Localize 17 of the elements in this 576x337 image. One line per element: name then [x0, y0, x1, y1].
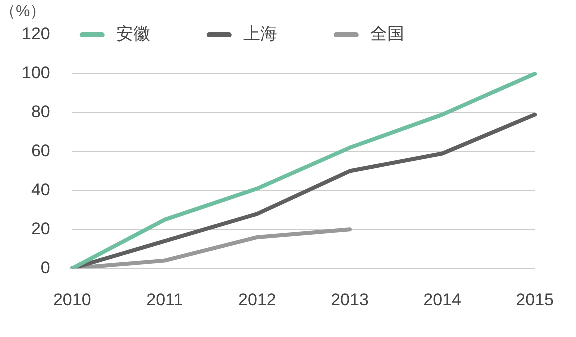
x-tick-label: 2010 [53, 290, 92, 310]
y-tick-label: 120 [22, 24, 50, 44]
y-tick-label: 40 [31, 180, 50, 200]
y-tick-label: 0 [40, 258, 50, 278]
y-tick-label: 60 [31, 141, 50, 160]
legend-label: 上海 [243, 24, 278, 44]
x-tick-label: 2012 [238, 290, 276, 310]
y-axis-title: （%） [0, 3, 46, 20]
y-tick-label: 20 [31, 219, 50, 238]
y-tick-label: 100 [22, 64, 50, 83]
x-tick-label: 2015 [516, 290, 554, 310]
y-tick-label: 80 [31, 102, 50, 122]
x-tick-label: 2011 [146, 290, 184, 310]
legend-label: 全国 [370, 24, 404, 44]
x-tick-label: 2013 [331, 290, 369, 310]
legend-label: 安徽 [116, 24, 150, 44]
x-tick-label: 2014 [424, 290, 462, 310]
